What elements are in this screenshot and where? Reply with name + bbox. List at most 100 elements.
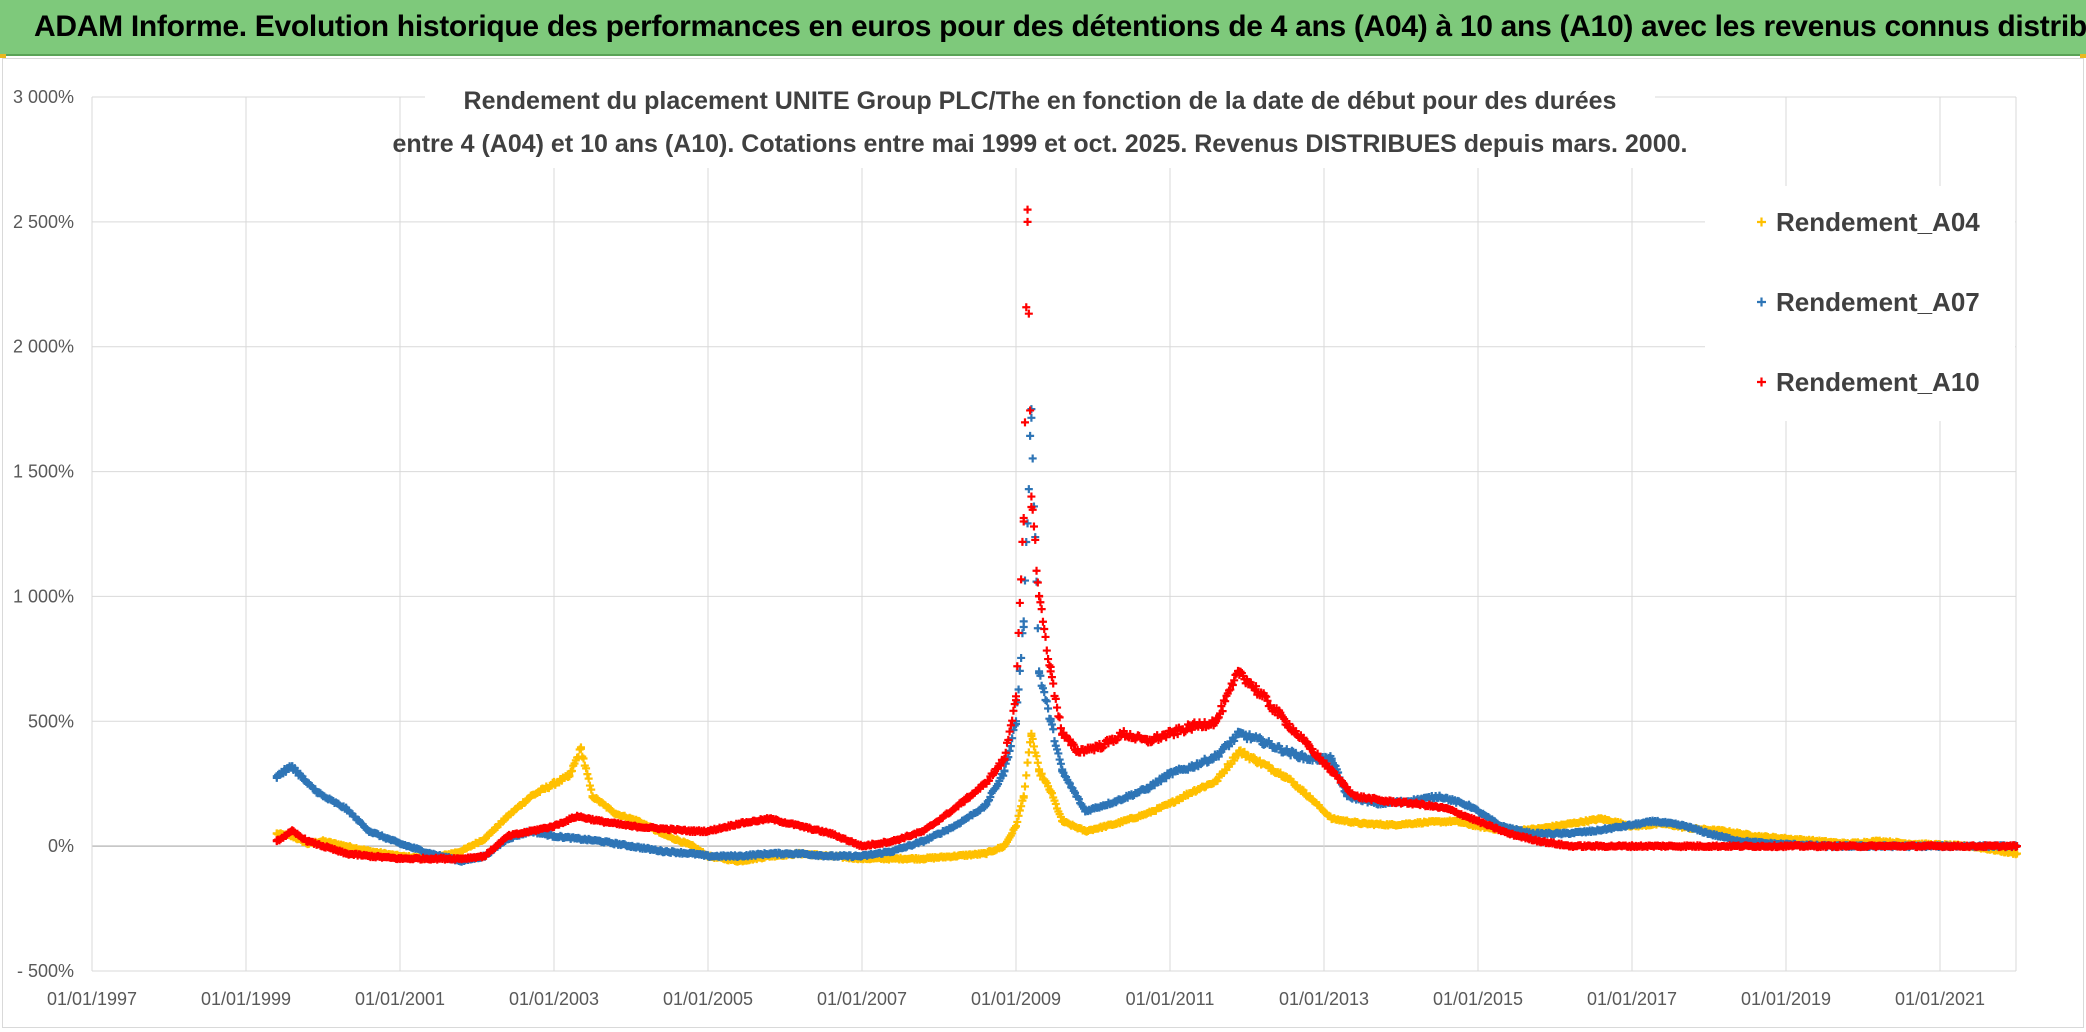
data-point <box>888 847 897 856</box>
data-point <box>1053 703 1062 712</box>
data-point <box>583 770 592 779</box>
data-point <box>1029 742 1038 751</box>
data-point <box>1014 685 1023 694</box>
data-point <box>981 779 990 788</box>
data-point <box>319 842 327 851</box>
data-point <box>1047 673 1056 682</box>
data-point <box>827 829 836 838</box>
data-point <box>1015 806 1024 815</box>
data-point <box>1042 646 1051 655</box>
data-point <box>734 819 743 828</box>
data-point <box>1000 842 1009 851</box>
data-point <box>342 842 351 851</box>
x-tick-label: 01/01/2013 <box>1279 989 1369 1009</box>
data-point <box>1705 829 1713 838</box>
data-point <box>765 814 774 823</box>
data-point <box>272 772 281 781</box>
data-point <box>858 842 866 851</box>
data-point <box>1051 799 1060 808</box>
data-point <box>1235 729 1244 738</box>
data-point <box>1051 694 1060 703</box>
data-point <box>1036 598 1045 607</box>
data-point <box>888 854 897 863</box>
data-point <box>1443 804 1452 813</box>
data-point <box>457 854 466 863</box>
data-point <box>1009 726 1018 735</box>
data-point <box>1026 431 1035 440</box>
data-point <box>303 837 312 846</box>
data-point <box>1044 655 1053 664</box>
chart-title-line2: entre 4 (A04) et 10 ans (A10). Cotations… <box>393 130 1688 158</box>
data-point <box>888 837 897 846</box>
data-point <box>342 849 351 858</box>
data-point <box>1054 712 1063 721</box>
data-point <box>1041 632 1050 641</box>
chart-title-line1: Rendement du placement UNITE Group PLC/T… <box>464 87 1617 115</box>
data-point <box>1049 679 1058 688</box>
data-point <box>1589 827 1598 836</box>
data-point <box>1263 696 1272 705</box>
data-point <box>1046 667 1055 676</box>
data-point <box>1056 759 1065 768</box>
axis-layer: - 500% 0% 500% 1 000% 1 500% 2 000% 2 500% 3 00… <box>13 87 1985 1009</box>
data-point <box>1782 842 1790 851</box>
data-point <box>1304 792 1313 801</box>
data-point <box>1249 753 1258 762</box>
data-point <box>365 852 374 861</box>
series-Rendement_A10 <box>272 205 2021 864</box>
data-point <box>1027 405 1036 414</box>
data-point <box>426 854 435 863</box>
y-tick-label: 2 000% <box>13 337 74 357</box>
data-point <box>1281 747 1290 756</box>
data-point <box>796 822 805 831</box>
data-point <box>1412 799 1421 808</box>
data-point <box>1350 792 1359 801</box>
data-point <box>1228 680 1237 689</box>
data-point <box>1050 737 1059 746</box>
data-point <box>688 842 697 851</box>
data-point <box>1235 667 1244 676</box>
data-point <box>1217 702 1226 711</box>
data-point <box>858 852 866 861</box>
data-point <box>1023 205 1032 214</box>
data-point <box>342 804 351 813</box>
legend-marker <box>1757 297 1766 307</box>
data-point <box>1014 628 1023 637</box>
data-point <box>1142 809 1151 818</box>
data-point <box>1225 742 1234 751</box>
data-point <box>503 812 512 821</box>
y-tick-label: 3 000% <box>13 87 74 107</box>
header-banner: ADAM Informe. Evolution historique des p… <box>0 0 2086 56</box>
data-point <box>1035 592 1044 601</box>
data-point <box>611 809 620 818</box>
data-point <box>503 832 512 841</box>
data-point <box>1081 827 1090 836</box>
data-point <box>1038 617 1047 626</box>
data-point <box>573 812 582 821</box>
data-point <box>480 852 489 861</box>
data-point <box>457 847 466 856</box>
data-point <box>1032 752 1041 761</box>
data-point <box>1281 772 1290 781</box>
data-point <box>1042 697 1051 706</box>
data-point <box>1037 605 1046 614</box>
data-point <box>1212 717 1221 726</box>
data-point <box>1010 700 1019 709</box>
data-point <box>1235 747 1244 756</box>
data-point <box>1859 842 1867 851</box>
data-point <box>1474 817 1482 826</box>
data-point <box>981 802 990 811</box>
data-point <box>1230 676 1239 685</box>
data-point <box>1046 787 1055 796</box>
legend: Rendement_A04 Rendement_A07 Rendement_A10 <box>1705 186 2015 421</box>
data-point <box>1435 792 1444 801</box>
data-point <box>582 764 591 773</box>
data-point <box>584 774 593 783</box>
data-point <box>1040 624 1049 633</box>
x-tick-label: 01/01/2007 <box>817 989 907 1009</box>
data-point <box>1024 485 1033 494</box>
data-point <box>996 761 1005 770</box>
data-point <box>827 852 836 861</box>
data-point <box>1466 802 1475 811</box>
